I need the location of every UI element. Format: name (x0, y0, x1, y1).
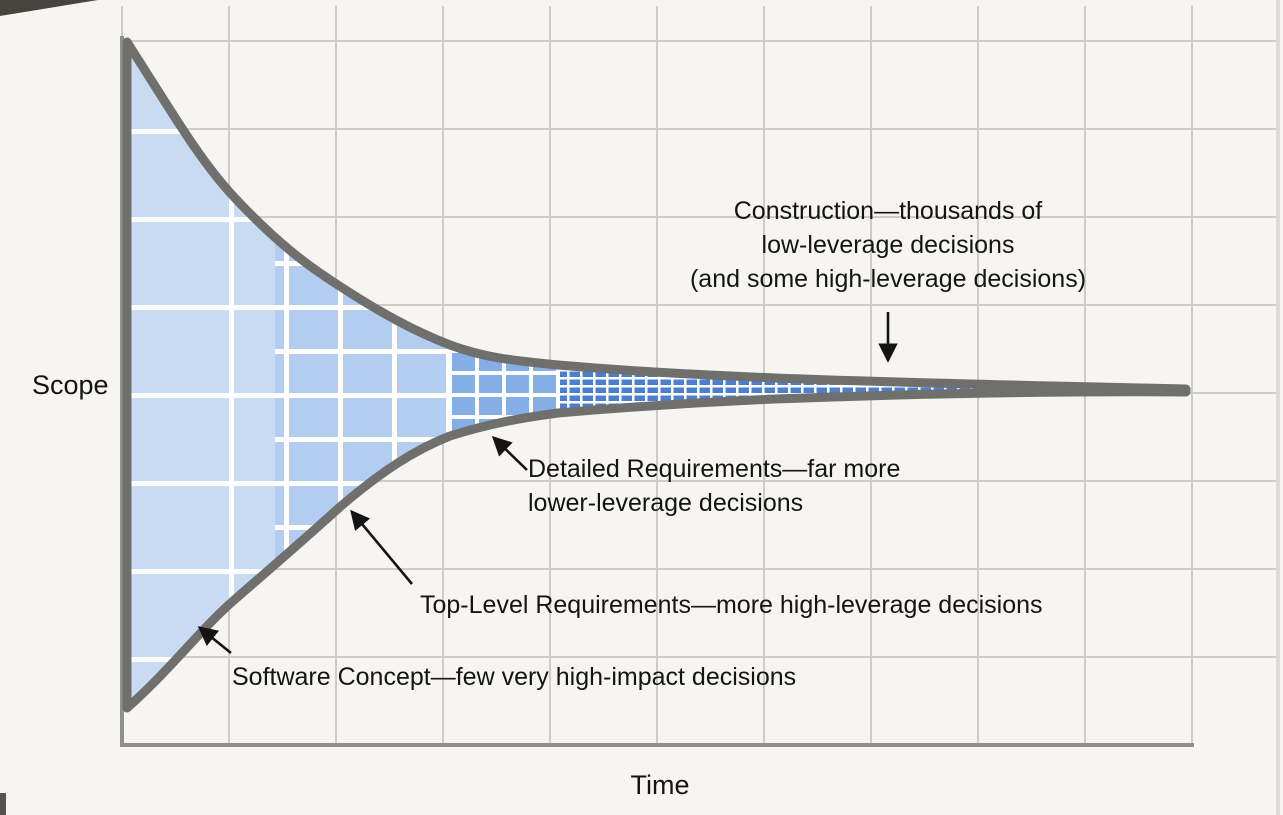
axes (120, 36, 1194, 747)
annotation-software-concept: Software Concept—few very high-impact de… (232, 663, 797, 691)
arrow-detailed-requirements (491, 435, 528, 471)
annotation-detailed-requirements: Detailed Requirements—far more lower-lev… (528, 452, 900, 520)
annotation-construction-line1: Construction—thousands of (733, 197, 1043, 225)
annotation-arrows (197, 312, 898, 655)
funnel-outline (122, 37, 1191, 713)
arrow-software-concept (197, 626, 232, 655)
arrow-top-level-requirements (350, 509, 413, 585)
x-axis-label: Time (630, 770, 690, 800)
annotation-construction-line2: low-leverage decisions (761, 231, 1015, 259)
annotation-detailed-requirements-line1: Detailed Requirements—far more (528, 455, 901, 483)
annotation-top-level-requirements: Top-Level Requirements—more high-leverag… (420, 591, 1043, 619)
background-grid (121, 6, 1280, 745)
annotation-detailed-requirements-line2: lower-leverage decisions (528, 489, 804, 517)
annotation-construction: Construction—thousands of low-leverage d… (668, 194, 1108, 296)
y-axis-label: Scope (32, 370, 109, 400)
annotation-construction-line3: (and some high-leverage decisions) (689, 265, 1087, 293)
